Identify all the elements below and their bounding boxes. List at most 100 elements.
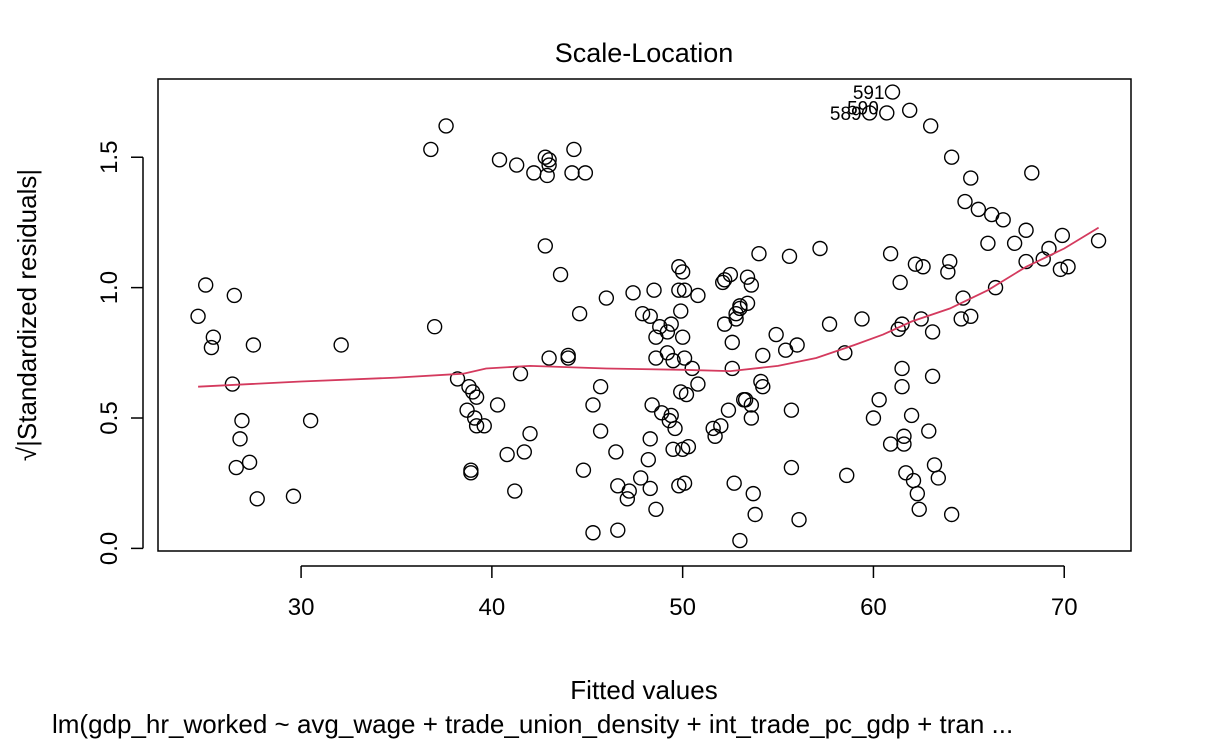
data-point	[564, 165, 580, 181]
data-point	[913, 311, 929, 327]
data-point	[726, 475, 742, 491]
data-point	[783, 402, 800, 418]
data-point	[789, 337, 805, 353]
data-point	[203, 339, 220, 356]
data-point	[751, 246, 767, 262]
data-point	[882, 436, 899, 452]
point-annotation-label: 590	[847, 99, 879, 120]
data-point	[781, 248, 798, 265]
data-point	[665, 441, 681, 457]
data-point	[426, 319, 443, 335]
data-point	[671, 282, 687, 298]
data-point	[438, 118, 454, 134]
data-point	[901, 102, 918, 118]
data-point	[871, 392, 887, 408]
y-tick-label: 0.0	[96, 532, 123, 565]
y-tick-label: 1.5	[96, 141, 123, 174]
data-point	[942, 253, 958, 270]
data-point	[894, 316, 910, 332]
data-point	[743, 397, 760, 413]
data-point	[892, 274, 908, 291]
data-point	[302, 412, 319, 429]
data-point	[898, 465, 914, 481]
data-point	[537, 149, 553, 165]
data-point	[768, 326, 784, 343]
x-tick-label: 60	[860, 594, 887, 621]
x-axis-label: Fitted values	[570, 675, 717, 705]
data-point	[1024, 165, 1040, 181]
data-point	[541, 157, 557, 173]
data-point	[516, 444, 533, 460]
x-tick-label: 30	[288, 594, 315, 621]
data-point	[642, 308, 658, 325]
data-point	[915, 259, 931, 275]
data-point	[940, 264, 956, 280]
data-point	[1090, 232, 1107, 249]
data-point	[571, 305, 588, 322]
data-point	[1006, 235, 1023, 251]
data-point	[610, 522, 626, 538]
data-point	[508, 157, 525, 173]
data-point	[671, 259, 687, 275]
data-point	[743, 277, 760, 293]
data-point	[463, 465, 479, 481]
data-point	[879, 105, 895, 121]
data-point	[234, 412, 250, 429]
data-point	[720, 402, 737, 418]
data-point	[732, 532, 748, 549]
data-point	[468, 389, 485, 405]
data-point	[537, 238, 553, 254]
data-point	[566, 141, 582, 158]
data-point	[228, 459, 244, 476]
data-point	[539, 167, 555, 184]
x-tick-label: 70	[1051, 594, 1078, 621]
data-point	[648, 501, 664, 517]
data-point	[226, 287, 243, 304]
data-point	[653, 405, 670, 421]
data-point	[963, 308, 979, 325]
data-point	[598, 290, 615, 306]
data-point	[205, 329, 222, 345]
data-point	[722, 266, 739, 283]
data-point	[837, 345, 853, 361]
point-annotation-label: 591	[853, 83, 885, 104]
data-point	[924, 324, 941, 340]
data-point	[882, 246, 899, 262]
data-point	[745, 485, 761, 502]
data-point	[676, 282, 693, 298]
data-point	[241, 454, 258, 471]
data-point	[957, 193, 973, 210]
data-point	[489, 397, 506, 413]
data-point	[619, 491, 636, 507]
data-point	[1018, 222, 1034, 238]
data-point	[285, 488, 302, 504]
x-axis: 30 40 50 60 70	[288, 565, 1078, 621]
data-point	[684, 360, 700, 377]
data-point	[713, 418, 729, 434]
plot-frame	[157, 78, 1132, 552]
data-point	[1054, 227, 1071, 244]
data-point	[707, 428, 723, 444]
data-point	[646, 282, 662, 298]
model-formula-subtitle: lm(gdp_hr_worked ~ avg_wage + trade_unio…	[52, 709, 1013, 739]
data-point	[665, 352, 681, 369]
data-point	[640, 452, 657, 468]
y-axis: 0.0 0.5 1.0 1.5	[96, 141, 144, 565]
data-point	[987, 279, 1004, 296]
data-point	[541, 350, 557, 366]
data-points	[190, 84, 1107, 549]
data-point	[995, 212, 1011, 228]
data-point	[232, 431, 248, 447]
data-point	[575, 462, 592, 478]
data-point	[724, 360, 740, 377]
data-point	[663, 407, 679, 424]
data-point	[585, 525, 601, 541]
data-point	[739, 269, 756, 285]
data-point	[894, 360, 910, 377]
data-point	[861, 105, 878, 121]
data-point	[644, 397, 660, 413]
data-point	[673, 303, 689, 319]
data-point	[755, 347, 771, 364]
data-point	[465, 384, 481, 400]
data-point	[461, 379, 477, 395]
